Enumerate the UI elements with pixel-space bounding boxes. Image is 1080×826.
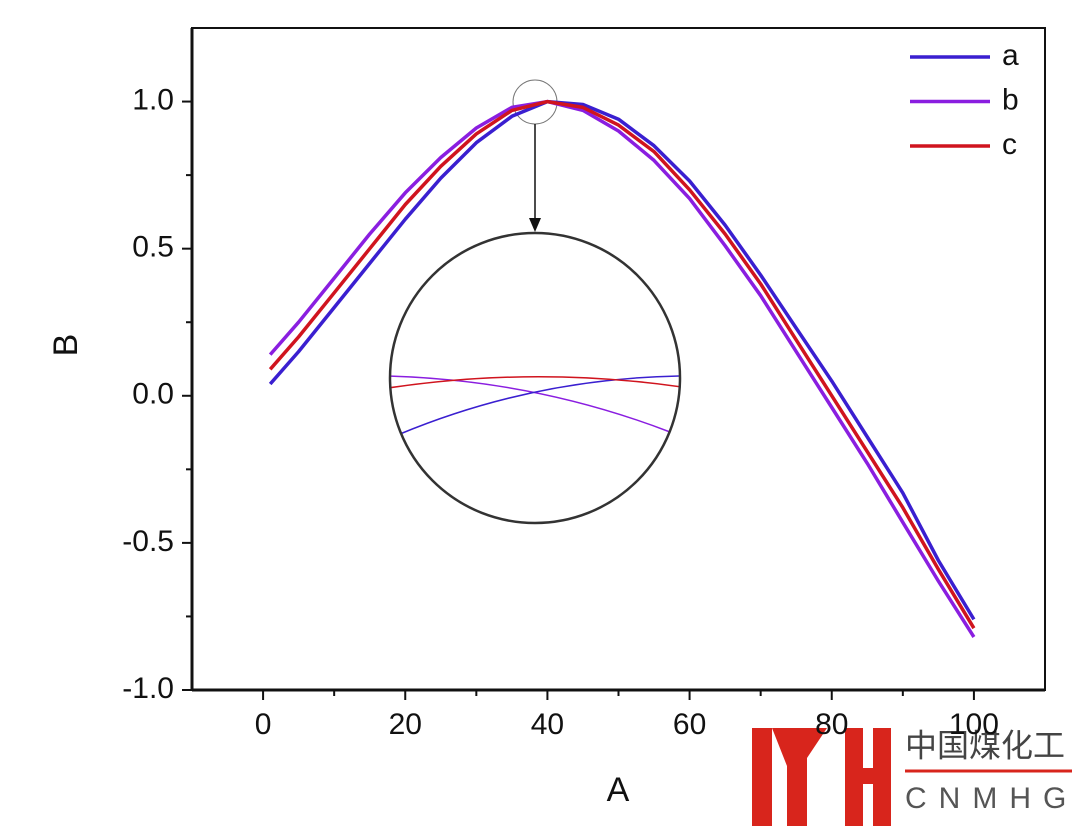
legend-label: b <box>1002 83 1019 116</box>
y-tick-label: 0.0 <box>132 378 174 411</box>
x-tick-label: 60 <box>673 708 706 741</box>
series-line <box>268 99 976 630</box>
x-axis-label: A <box>607 771 630 809</box>
y-axis-label: B <box>47 334 85 357</box>
x-tick-label: 40 <box>531 708 564 741</box>
x-tick-label: 0 <box>255 708 272 741</box>
logo-mark <box>752 728 891 826</box>
watermark-name: 中国煤化工 <box>905 727 1065 763</box>
legend-label: c <box>1002 128 1017 161</box>
plot-frame <box>191 27 1046 691</box>
x-tick-label: 20 <box>389 708 422 741</box>
watermark-code: CNMHG <box>905 782 1078 815</box>
y-tick-label: 1.0 <box>132 83 174 116</box>
inset-curve <box>399 375 679 435</box>
series-line <box>268 99 976 621</box>
y-tick-label: 0.5 <box>132 231 174 264</box>
x-tick-label: 80 <box>815 708 848 741</box>
y-tick-label: -1.0 <box>122 672 174 705</box>
inset-circle <box>388 231 682 525</box>
series-line <box>268 99 976 638</box>
x-tick-label: 100 <box>949 708 999 741</box>
inset-curve <box>391 375 671 433</box>
watermark: 中国煤化工 CNMHG <box>752 727 1078 826</box>
inset-curve <box>391 376 679 389</box>
legend-label: a <box>1002 39 1019 72</box>
y-tick-label: -0.5 <box>122 525 174 558</box>
zoom-arrow-head <box>529 218 541 232</box>
zoom-inset <box>388 79 682 525</box>
